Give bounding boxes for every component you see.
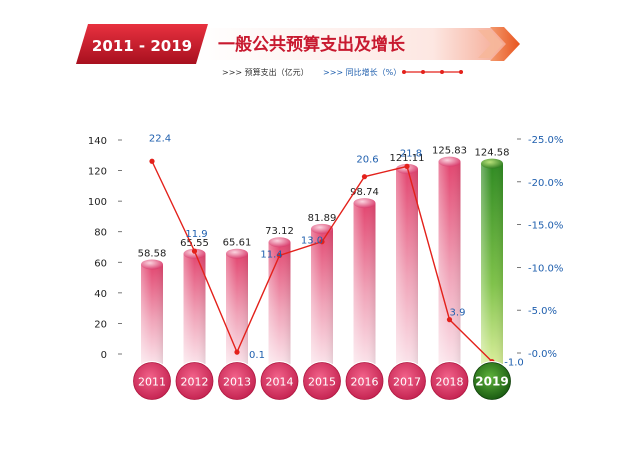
growth-point — [446, 317, 453, 323]
growth-value-label: -1.0 — [504, 358, 524, 369]
header-banner: 2011 - 2019 一般公共预算支出及增长 >>> 预算支出（亿元） >>>… — [76, 24, 520, 77]
year-circle — [133, 362, 171, 400]
chart-title: 一般公共预算支出及增长 — [218, 34, 406, 55]
y-left-tick-label: 20 — [94, 319, 107, 330]
year-circle — [260, 362, 299, 400]
chevron-arrow-icon — [490, 27, 520, 61]
year-circle — [218, 362, 256, 400]
year-category-labels: 2011 2012 2013 2014 2015 2016 2017 2018 2019 — [132, 361, 512, 401]
bar-cap — [353, 198, 376, 209]
year-label: 2014 — [266, 376, 294, 389]
year-badge — [76, 24, 208, 64]
year-circle — [430, 362, 469, 400]
legend-spending: >>> 预算支出（亿元） — [222, 67, 309, 77]
growth-point — [276, 252, 283, 259]
year-circle — [473, 362, 511, 400]
bar-shading — [183, 253, 206, 364]
y-right-tick-label: -15.0% — [528, 221, 563, 232]
y-axis-left: 0 20 40 60 80 100 120 140 — [88, 136, 122, 361]
y-left-tick-label: 100 — [88, 197, 107, 208]
bar-value-label: 65.55 — [180, 238, 209, 249]
y-left-tick-label: 120 — [88, 167, 107, 178]
bar-shading — [396, 168, 418, 364]
bar-value-label: 121.11 — [390, 153, 425, 164]
growth-value-labels: 22.4 11.9 0.1 11.4 13.0 20.6 21.8 3.9 -1.0 — [149, 133, 524, 368]
bar-shading — [226, 253, 248, 364]
y-right-tick-label: -20.0% — [528, 178, 563, 189]
growth-value-label: 22.4 — [149, 133, 171, 144]
y-left-tick-label: 40 — [94, 289, 107, 300]
bar-cap — [438, 156, 461, 167]
growth-point — [234, 349, 240, 355]
year-circle — [388, 362, 426, 400]
bar-cap — [481, 158, 503, 169]
year-label: 2012 — [181, 376, 209, 389]
year-label: 2011 — [138, 376, 166, 389]
bar-value-label: 65.61 — [223, 238, 252, 249]
bar-shading — [268, 242, 291, 364]
bar-cap — [141, 259, 163, 270]
y-right-tick-label: -25.0% — [528, 135, 563, 146]
bar-cap — [183, 248, 206, 259]
growth-value-label: 21.8 — [400, 148, 422, 159]
growth-value-label: 3.9 — [450, 308, 466, 319]
y-right-tick-label: -10.0% — [528, 263, 563, 274]
bar-cap — [268, 237, 291, 248]
year-badge-text: 2011 - 2019 — [92, 37, 192, 55]
growth-point — [404, 163, 410, 169]
bar-value-label: 73.12 — [265, 226, 294, 237]
bar-cap — [311, 223, 333, 234]
growth-point — [149, 158, 155, 164]
growth-value-label: 13.0 — [301, 236, 323, 247]
y-right-tick-label: -5.0% — [528, 306, 557, 317]
year-label: 2015 — [308, 376, 336, 389]
legend-growth: >>> 同比增长（%） — [323, 67, 401, 77]
y-right-tick-label: -0.0% — [528, 349, 557, 360]
bar-value-labels: 58.58 65.55 65.61 73.12 81.89 98.74 121.11 125.… — [138, 146, 510, 260]
y-left-tick-label: 140 — [88, 136, 107, 147]
growth-value-label: 11.9 — [185, 229, 207, 240]
bar-series — [141, 156, 503, 364]
y-axis-right: -0.0% -5.0% -10.0% -15.0% -20.0% -25.0% — [517, 135, 563, 360]
bar-value-label: 58.58 — [138, 248, 167, 259]
bar-shading — [311, 228, 333, 364]
bar-shading — [141, 264, 163, 364]
legend-line-marker — [402, 70, 463, 74]
bar-shading — [481, 163, 503, 364]
bar-cap — [226, 248, 248, 259]
y-left-tick-label: 0 — [101, 350, 107, 361]
y-left-tick-label: 60 — [94, 258, 107, 269]
year-circle — [175, 362, 214, 400]
year-label: 2019 — [475, 375, 508, 389]
growth-value-label: 20.6 — [356, 155, 378, 166]
growth-point — [361, 174, 368, 180]
year-label: 2016 — [351, 376, 379, 389]
banner-band — [196, 28, 512, 60]
bar-value-label: 81.89 — [308, 213, 337, 224]
year-circle — [345, 362, 384, 400]
year-label: 2017 — [393, 376, 421, 389]
growth-point — [191, 248, 198, 254]
growth-value-label: 0.1 — [249, 350, 265, 361]
growth-point — [319, 239, 325, 245]
y-left-tick-label: 80 — [94, 228, 107, 239]
year-label: 2013 — [223, 376, 251, 389]
bar-value-label: 125.83 — [432, 146, 467, 157]
bar-value-label: 98.74 — [350, 187, 379, 198]
year-circle — [303, 362, 341, 400]
bar-shading — [353, 203, 376, 364]
bar-value-label: 124.58 — [475, 148, 510, 159]
chevron-arrow-icon — [478, 30, 503, 58]
bar-shading — [438, 161, 461, 364]
growth-value-label: 11.4 — [260, 249, 282, 260]
year-label: 2018 — [436, 376, 464, 389]
